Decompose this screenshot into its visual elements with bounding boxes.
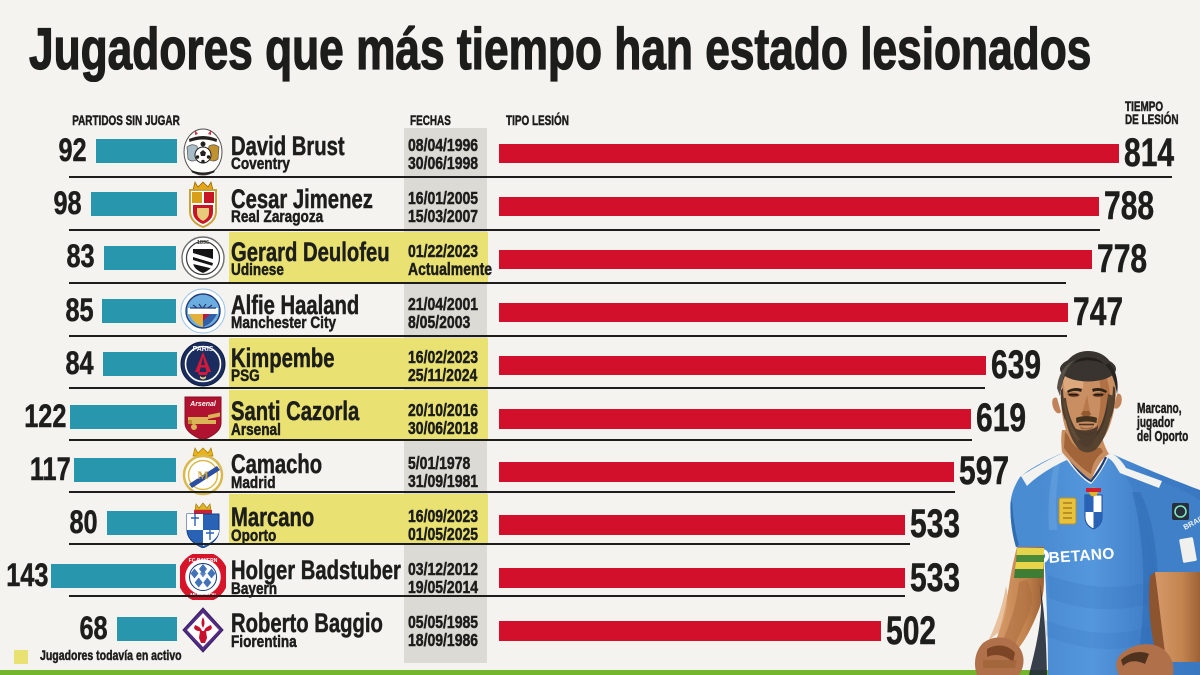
svg-text:BETANO: BETANO <box>1048 545 1115 567</box>
svg-text:1896: 1896 <box>197 240 209 246</box>
svg-text:Arsenal: Arsenal <box>189 401 217 408</box>
svg-text:M: M <box>197 468 208 482</box>
svg-text:PARIS: PARIS <box>193 346 214 353</box>
svg-text:FC BAYERN: FC BAYERN <box>189 558 218 564</box>
